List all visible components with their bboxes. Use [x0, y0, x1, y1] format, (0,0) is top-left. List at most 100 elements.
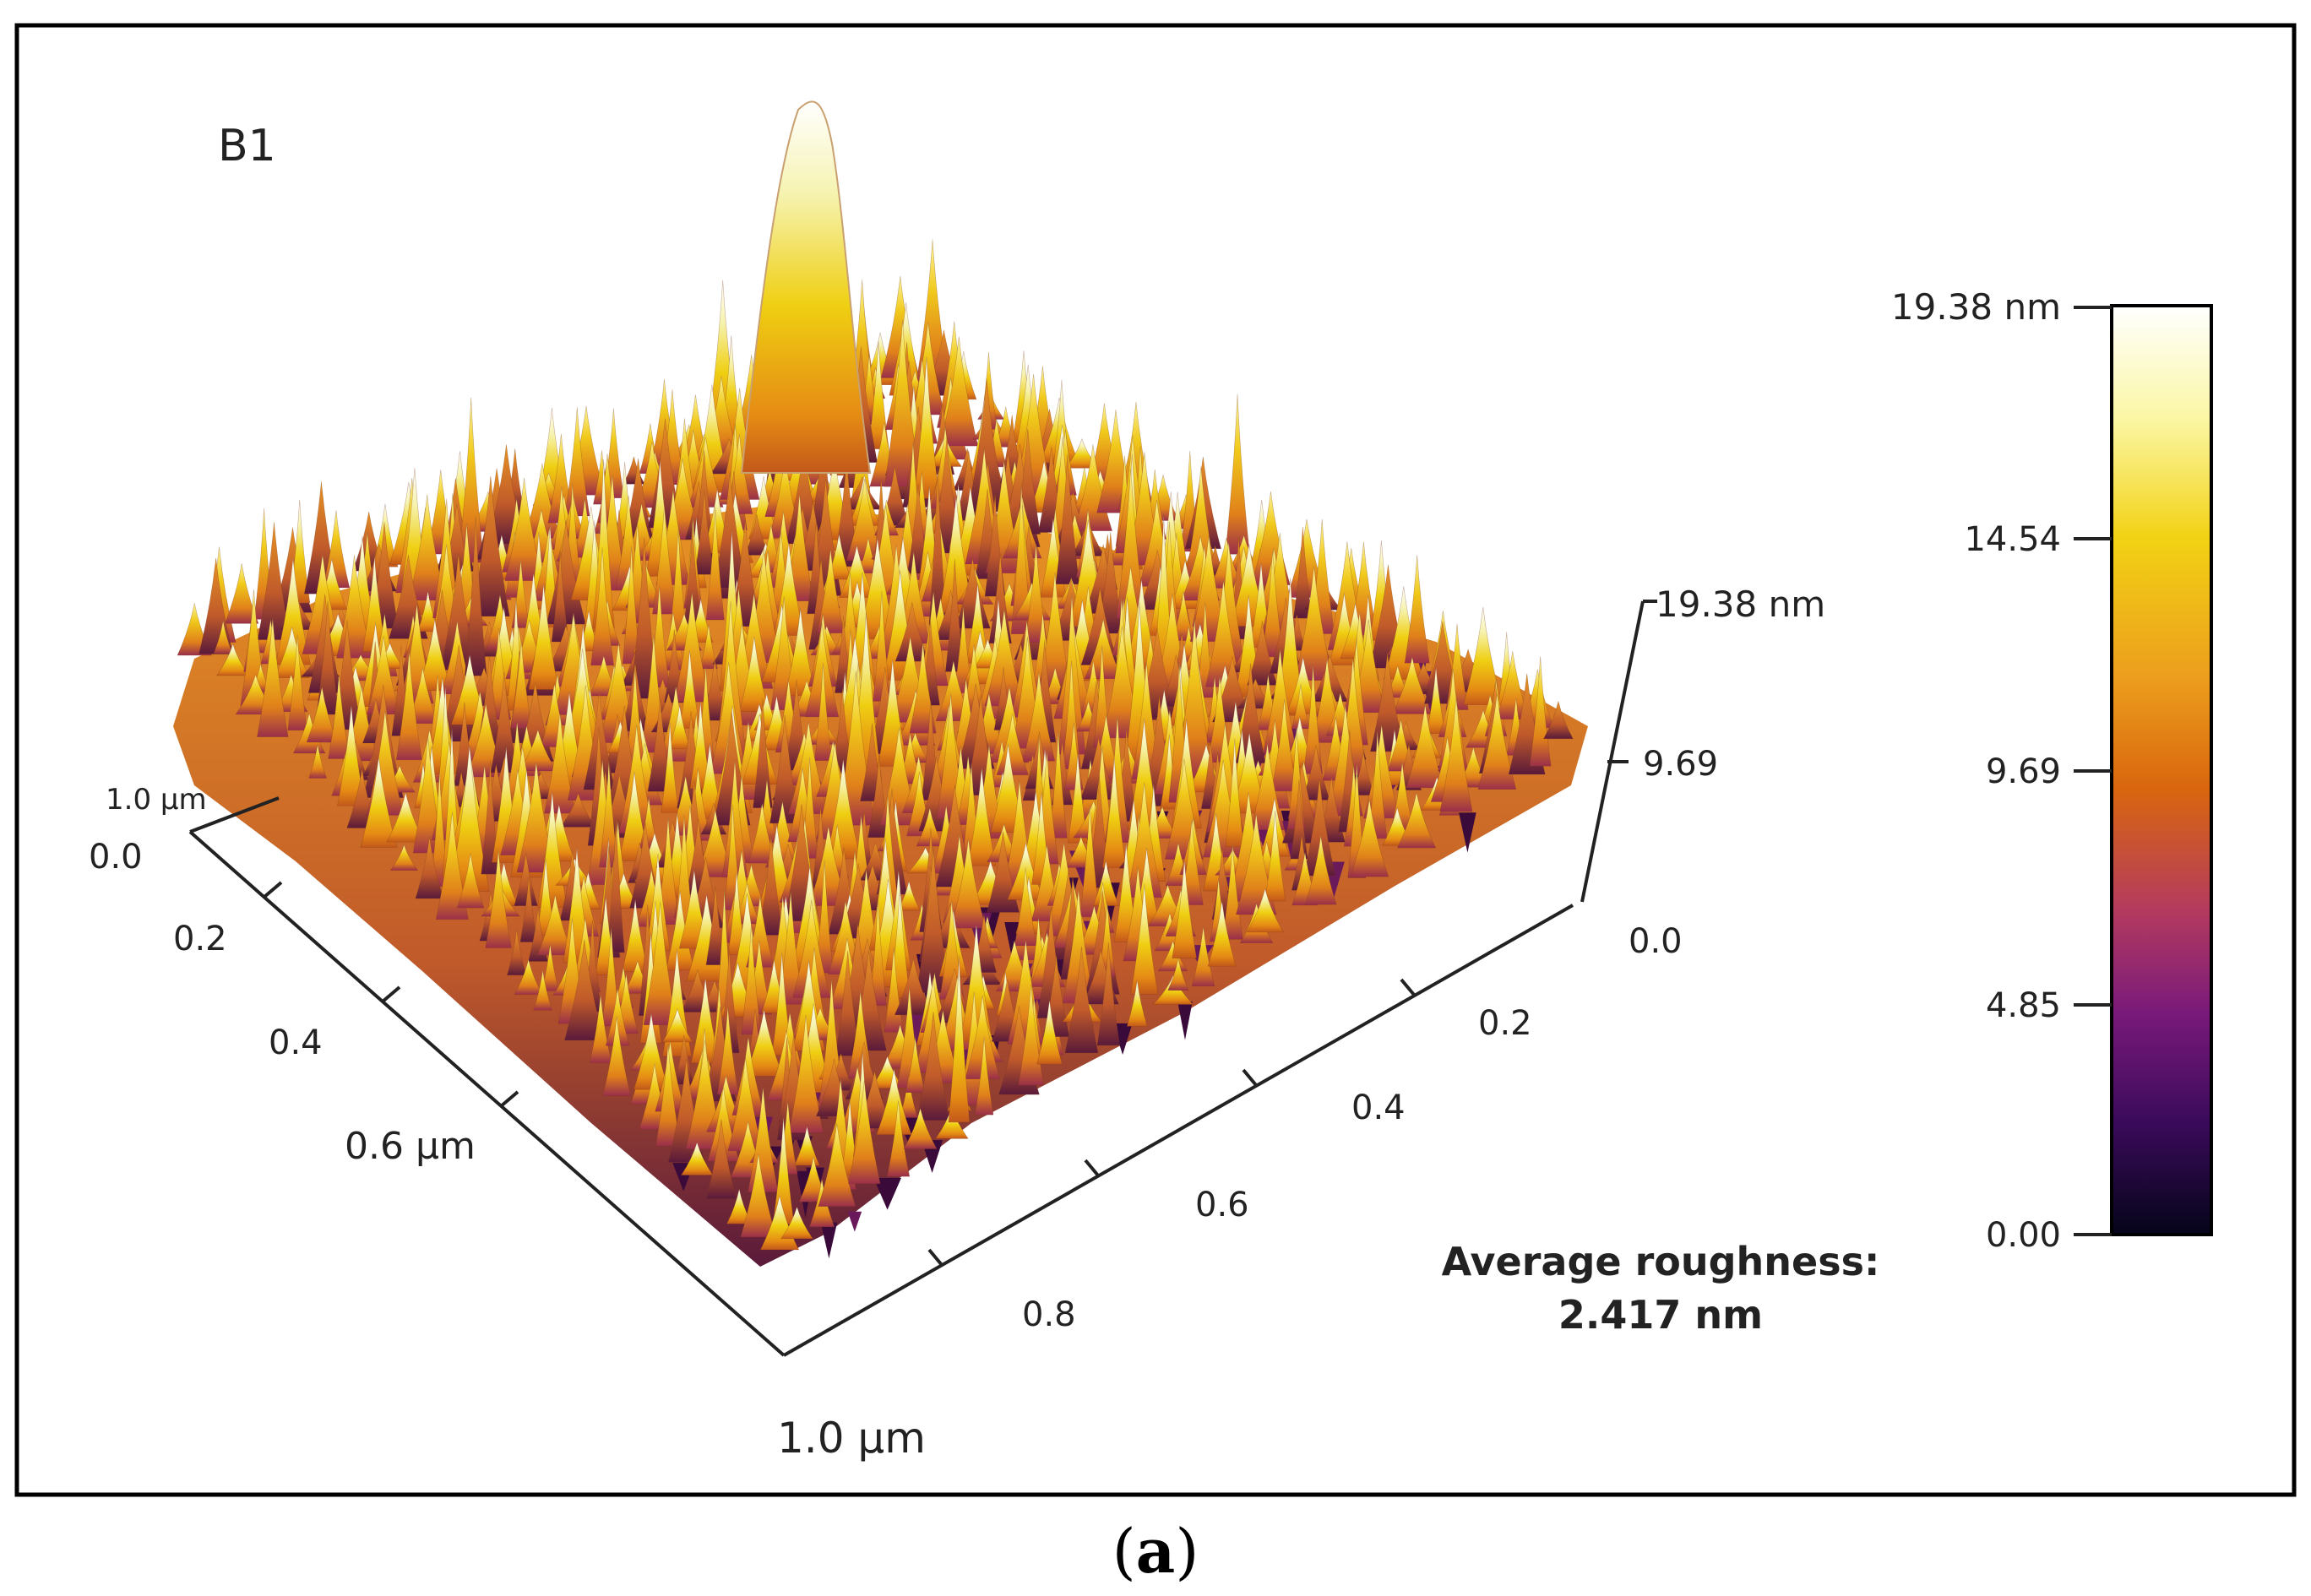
caption-close-paren: ) [1175, 1516, 1199, 1587]
panel-label: B1 [218, 121, 276, 171]
surface-spike [564, 939, 605, 1041]
surface-spike [528, 584, 559, 690]
surface-spike [485, 849, 512, 948]
surface-spike [274, 627, 310, 678]
surface-spike [1221, 844, 1243, 940]
z-axis-line [1580, 600, 1645, 903]
surface-spike [721, 759, 748, 878]
surface-spike [1362, 725, 1400, 819]
x-axis-label-2: 0.4 [269, 1023, 323, 1062]
surface-spike [624, 669, 646, 772]
surface-spike [1426, 666, 1446, 734]
colorbar-title: 19.38 nm [1891, 286, 2061, 328]
surface-spike [316, 600, 340, 715]
surface-spike [988, 553, 1012, 644]
colorbar-tick-label-1: 14.54 [1964, 520, 2061, 559]
surface-spike [873, 590, 891, 702]
surface-spike [592, 459, 615, 629]
surface-spike [897, 881, 921, 911]
surface-spike [1167, 958, 1189, 991]
surface-spike [903, 1108, 938, 1149]
surface-spike [705, 506, 725, 621]
surface-spike [1098, 902, 1117, 977]
surface-spike [589, 994, 612, 1063]
surface-spike [661, 722, 679, 813]
surface-valley [1459, 812, 1476, 853]
surface-spike [1225, 394, 1250, 555]
surface-spike [645, 854, 671, 952]
surface-spike [673, 1034, 695, 1085]
surface-spike [1025, 544, 1047, 643]
surface-spike [744, 1009, 784, 1077]
surface-spike [1303, 665, 1324, 774]
surface-spike [655, 1043, 681, 1147]
z-axis-mid-label: 9.69 [1643, 745, 1718, 784]
surface-spike [738, 636, 769, 713]
x-axis-end-label: 1.0 µm [106, 783, 207, 817]
surface-spike [753, 698, 773, 808]
surface-spike [415, 837, 444, 899]
surface-spike [1463, 606, 1504, 705]
y-axis-label-3: 0.6 [1195, 1186, 1249, 1224]
surface-spike [974, 1036, 994, 1116]
surface-spike [564, 407, 590, 517]
surface-spike [1246, 888, 1284, 933]
surface-spike [996, 713, 1029, 775]
surface-spike [1101, 757, 1127, 868]
surface-valley [820, 1222, 838, 1259]
surface-spike [360, 757, 398, 848]
surface-spike [894, 602, 930, 662]
surface-spike [292, 713, 326, 754]
surface-spike [1096, 942, 1121, 1046]
surface-spike [813, 663, 833, 761]
surface-spike [1291, 684, 1311, 730]
surface-valley [847, 1211, 862, 1232]
y-axis-line [783, 904, 1574, 1357]
colorbar: 19.38 nm 14.54 9.69 4.85 0.00 [1891, 286, 2213, 1255]
surface-spike [427, 676, 459, 774]
surface-spike [1270, 698, 1298, 792]
surface-spike [1264, 811, 1286, 902]
surface-spike [794, 1126, 820, 1166]
x-axis-label-0: 0.0 [89, 838, 143, 877]
surface-spike [805, 622, 840, 718]
surface-spike [700, 802, 727, 835]
surface-spike [1302, 745, 1330, 801]
surface-spike [867, 341, 889, 449]
surface-spike [533, 969, 553, 1011]
surface-spike [1191, 926, 1215, 986]
surface-spike [328, 675, 351, 759]
surface-spike [1062, 888, 1095, 1004]
surface-spike [633, 1013, 669, 1090]
surface-spike [464, 516, 487, 676]
surface-spike [825, 758, 861, 860]
surface-spike [590, 547, 614, 666]
surface-spike [1311, 654, 1349, 703]
surface-spike [909, 643, 937, 734]
surface-spike [939, 336, 979, 447]
surface-spike [1439, 698, 1473, 812]
surface-spike [1261, 551, 1284, 658]
surface-spike [716, 1007, 739, 1095]
surface-spike [606, 817, 625, 953]
surface-spike [456, 853, 485, 909]
surface-spike [213, 620, 233, 654]
surface-spike [602, 1016, 632, 1096]
surface-spike [1404, 555, 1430, 664]
surface-spike [899, 1076, 918, 1118]
surface-spike [1126, 980, 1148, 1027]
surface-spike [1350, 799, 1389, 877]
y-axis-label-2: 0.4 [1351, 1088, 1406, 1127]
afm-surface [173, 100, 1588, 1267]
surface-spike [322, 510, 351, 589]
surface-spike [1207, 900, 1237, 967]
surface-spike [1406, 704, 1445, 789]
surface-spike [1225, 738, 1244, 847]
surface-spike [605, 988, 630, 1046]
colorbar-gradient [2110, 304, 2213, 1236]
y-axis-label-4: 0.8 [1022, 1295, 1076, 1334]
x-axis-line [188, 830, 786, 1357]
surface-spike [683, 525, 702, 628]
surface-spike [541, 943, 559, 991]
